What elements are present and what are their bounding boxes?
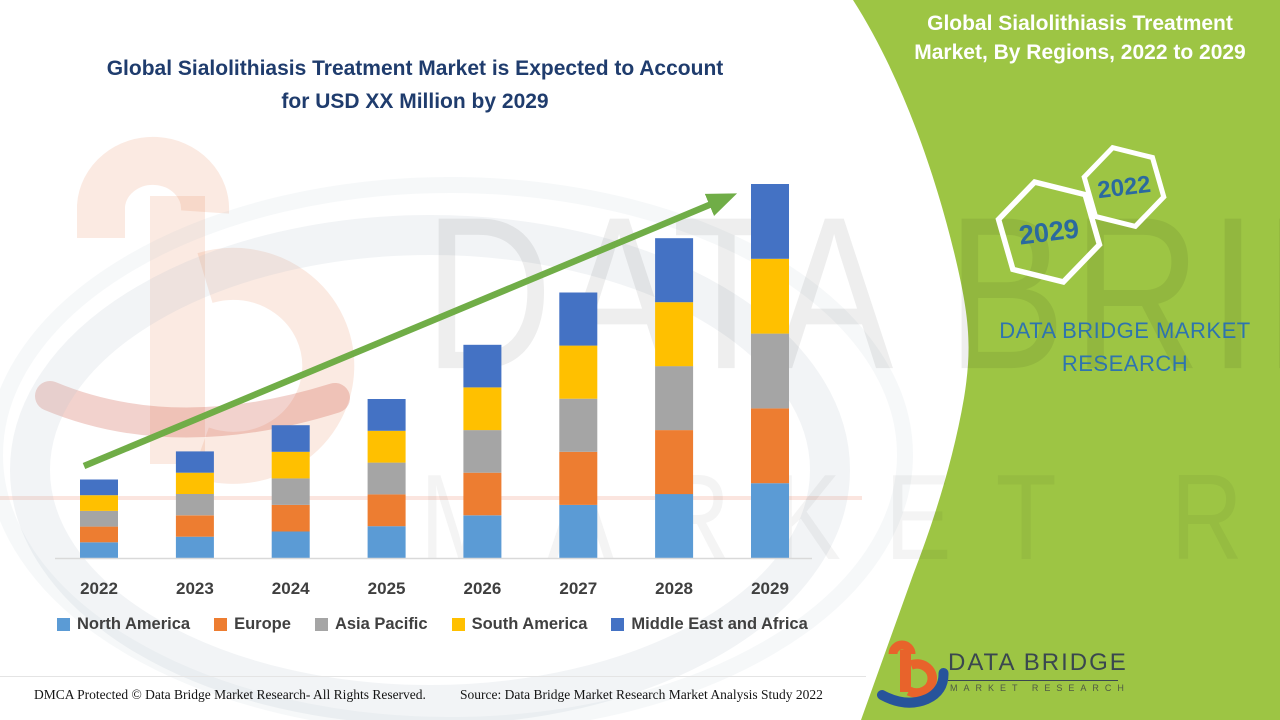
bar-segment-2028-asia-pacific: [655, 366, 694, 431]
brand-wordmark-line2: RESEARCH: [1061, 351, 1189, 376]
x-axis-label-2022: 2022: [80, 579, 118, 598]
bar-segment-2029-europe: [751, 408, 789, 484]
bar-segment-2025-middle-east-and-africa: [367, 399, 406, 431]
bar-segment-2022-south-america: [80, 495, 118, 511]
bar-segment-2028-europe: [655, 430, 694, 495]
source-note: Source: Data Bridge Market Research Mark…: [460, 687, 823, 702]
bar-segment-2028-south-america: [655, 302, 694, 367]
bar-segment-2026-middle-east-and-africa: [463, 344, 502, 388]
x-axis-label-2023: 2023: [176, 579, 214, 598]
hexagon-badge-2022: 2022: [1081, 144, 1167, 230]
bar-segment-2025-south-america: [367, 430, 406, 463]
bar-segment-2023-south-america: [175, 472, 214, 494]
watermark-logo-b: [77, 136, 355, 484]
side-panel-title-line1: Global Sialolithiasis Treatment: [927, 12, 1233, 35]
legend-item-asia-pacific: Asia Pacific: [314, 615, 428, 634]
legend-item-south-america: South America: [451, 615, 588, 634]
bar-segment-2026-europe: [463, 472, 502, 516]
chart-title: Global Sialolithiasis Treatment Market i…: [70, 52, 760, 118]
bar-segment-2027-asia-pacific: [559, 398, 598, 452]
dmca-notice: DMCA Protected © Data Bridge Market Rese…: [34, 687, 426, 702]
bar-segment-2025-north-america: [367, 526, 406, 558]
bar-segment-2023-europe: [175, 515, 214, 537]
bar-segment-2023-asia-pacific: [175, 494, 214, 516]
legend-swatch: [214, 618, 228, 631]
side-panel-title-line2: Market, By Regions, 2022 to 2029: [914, 41, 1246, 64]
legend-label: Europe: [234, 615, 291, 633]
x-axis-label-2029: 2029: [751, 579, 789, 598]
legend-label: South America: [471, 615, 588, 633]
bar-segment-2022-europe: [80, 526, 118, 543]
bar-segment-2027-north-america: [559, 504, 598, 558]
bar-segment-2028-middle-east-and-africa: [655, 238, 694, 303]
legend-label: North America: [77, 615, 191, 633]
watermark-pink-band: [0, 496, 862, 500]
footer-logo-name: DATA BRIDGE: [948, 649, 1126, 681]
chart-title-line2: for USD XX Million by 2029: [281, 90, 549, 113]
chart-title-line1: Global Sialolithiasis Treatment Market i…: [106, 57, 724, 80]
legend-item-middle-east-and-africa: Middle East and Africa: [611, 615, 808, 634]
footer-logo-subtitle: MARKET RESEARCH: [950, 683, 1130, 693]
legend-swatch: [611, 618, 625, 631]
x-axis-labels: 2022 2023 2024 2025 2026 2027 2028 2029: [80, 579, 789, 598]
x-axis-label-2028: 2028: [655, 579, 693, 598]
bar-segment-2022-asia-pacific: [80, 510, 118, 527]
bar-segment-2025-europe: [367, 494, 406, 527]
bar-segment-2024-north-america: [271, 531, 310, 558]
hexagon-badge-2029: 2029: [995, 178, 1103, 286]
side-panel-background: [853, 0, 1280, 720]
bar-segment-2024-asia-pacific: [271, 478, 310, 505]
bar-segment-2027-europe: [559, 451, 598, 505]
bar-segment-2029-asia-pacific: [751, 333, 789, 409]
bar-segment-2023-middle-east-and-africa: [175, 451, 214, 473]
bar-segment-2029-south-america: [751, 258, 789, 334]
bar-segment-2026-asia-pacific: [463, 430, 502, 473]
legend-swatch: [451, 618, 465, 631]
stacked-bars: [80, 184, 789, 558]
bar-segment-2023-north-america: [175, 536, 214, 558]
bar-segment-2027-middle-east-and-africa: [559, 292, 598, 346]
x-axis-label-2024: 2024: [272, 579, 310, 598]
bar-segment-2026-north-america: [463, 515, 502, 558]
side-panel-title: Global Sialolithiasis Treatment Market, …: [914, 9, 1246, 67]
legend-swatch: [57, 618, 70, 631]
bar-segment-2024-south-america: [271, 451, 310, 479]
brand-wordmark-line1: DATA BRIDGE MARKET: [999, 318, 1251, 343]
legend-item-north-america: North America: [57, 615, 190, 634]
hexagon-2029-outline: [995, 178, 1103, 286]
footer-divider: [0, 676, 866, 677]
x-axis-label-2026: 2026: [463, 579, 501, 598]
brand-wordmark: DATA BRIDGE MARKET RESEARCH: [965, 314, 1280, 380]
x-axis-label-2025: 2025: [368, 579, 406, 598]
dbmr-logo-mark: [877, 640, 949, 708]
bar-segment-2029-middle-east-and-africa: [751, 184, 789, 259]
hexagon-2022-label: 2022: [1096, 171, 1152, 204]
bar-segment-2028-north-america: [655, 494, 694, 558]
bar-segment-2027-south-america: [559, 345, 598, 399]
chart-legend: North America Europe Asia Pacific South Ame…: [57, 615, 808, 634]
bar-segment-2029-north-america: [751, 483, 789, 558]
hexagon-2029-label: 2029: [1017, 213, 1080, 250]
x-axis-label-2027: 2027: [559, 579, 597, 598]
bar-segment-2022-middle-east-and-africa: [80, 479, 118, 496]
bar-segment-2022-north-america: [80, 542, 118, 558]
bar-segment-2024-middle-east-and-africa: [271, 425, 310, 452]
bar-segment-2024-europe: [271, 504, 310, 532]
legend-label: Asia Pacific: [334, 615, 428, 633]
hexagon-2022-outline: [1081, 144, 1167, 230]
bar-segment-2026-south-america: [463, 387, 502, 431]
trend-arrow: [82, 193, 738, 469]
legend-item-europe: Europe: [214, 615, 291, 634]
watermark-gray-swoosh: [0, 177, 913, 720]
bar-segment-2025-asia-pacific: [367, 462, 406, 495]
legend-swatch: [314, 618, 328, 631]
legend-label: Middle East and Africa: [631, 615, 808, 633]
